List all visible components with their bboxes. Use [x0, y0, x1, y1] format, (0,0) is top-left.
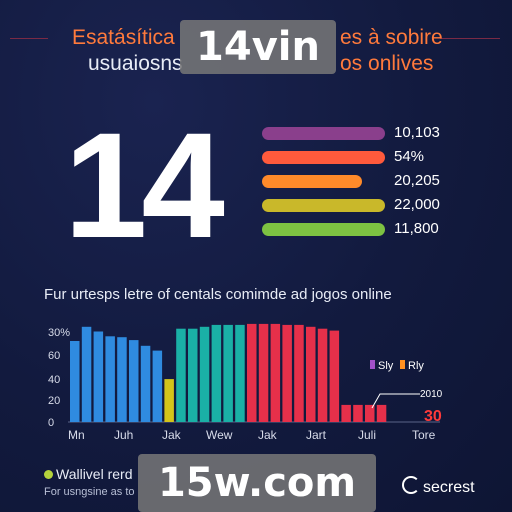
chart-bar: [140, 345, 151, 422]
legend-swatch: [370, 360, 375, 369]
y-tick-label: 20: [48, 395, 60, 407]
decorative-line: [440, 38, 500, 39]
chart-bar: [306, 326, 316, 422]
chart-bar: [188, 328, 198, 422]
x-tick-label: Juh: [114, 428, 133, 442]
chart-bar: [317, 328, 328, 422]
y-tick-label: 40: [48, 374, 60, 386]
chart-bar: [341, 404, 351, 422]
chart-bar: [211, 324, 222, 422]
bar-chart: 30% 60 40 20 0 Mn Juh Jak Wew Jak Jart Juli Tore Sly R…: [48, 323, 443, 442]
chart-bar: [176, 328, 186, 422]
brand-icon: [402, 476, 420, 494]
title-line2-left: usuaiosns: [88, 52, 183, 75]
chart-bar: [81, 326, 92, 422]
x-tick-label: Jak: [258, 428, 278, 442]
watermark-top: 14vin: [180, 20, 336, 74]
chart-bar: [329, 330, 340, 422]
chart-title: Fur urtesps letre of centals comimde ad …: [44, 286, 392, 303]
chart-bar: [117, 337, 127, 422]
x-tick-label: Mn: [68, 428, 85, 442]
annotation-value: 30: [424, 408, 442, 425]
legend-label: Rly: [408, 360, 424, 372]
stat-bar: [262, 127, 385, 140]
x-tick-label: Tore: [412, 428, 436, 442]
x-tick-label: Jart: [306, 428, 327, 442]
chart-bar: [70, 341, 80, 422]
annotation-line: [371, 393, 420, 409]
y-tick-label: 0: [48, 417, 54, 429]
chart-bar: [223, 324, 233, 422]
stat-value: 22,000: [394, 196, 440, 213]
chart-bar: [235, 324, 245, 422]
stat-value: 10,103: [394, 124, 440, 141]
chart-bar: [247, 323, 257, 422]
chart-bar: [93, 331, 104, 422]
y-tick-label: 60: [48, 350, 60, 362]
stat-value: 54%: [394, 148, 425, 165]
highlight-number: 14: [64, 101, 225, 269]
chart-bar: [353, 404, 363, 422]
brand-logo: secrest: [402, 476, 475, 497]
chart-bar: [294, 324, 304, 422]
stat-bar: [262, 223, 385, 236]
y-tick-label: 30%: [48, 327, 70, 339]
x-tick-label: Wew: [206, 428, 233, 442]
chart-bar: [152, 350, 163, 422]
chart-bar: [164, 379, 174, 422]
title-line1-right: es à sobire: [340, 26, 443, 49]
decorative-line: [10, 38, 48, 39]
chart-bar: [258, 323, 269, 422]
footer-subtext: For usngsine as to: [44, 486, 135, 498]
brand-name: secrest: [423, 479, 475, 496]
chart-bar: [129, 340, 139, 422]
footer-legend-dot: [44, 470, 53, 479]
chart-bar: [199, 326, 210, 422]
annotation-year: 2010: [420, 389, 443, 400]
stat-bar: [262, 199, 385, 212]
x-tick-label: Juli: [358, 428, 376, 442]
chart-bar: [365, 404, 375, 422]
chart-bar: [282, 324, 292, 422]
chart-bar: [376, 404, 387, 422]
footer-label: Wallivel rerd: [56, 466, 133, 482]
title-line1-left: Esatásítica: [72, 26, 175, 49]
title-line2-right: os onlives: [340, 52, 434, 75]
watermark-bottom: 15w.com: [138, 454, 376, 512]
stat-bar: [262, 151, 385, 164]
x-tick-label: Jak: [162, 428, 182, 442]
legend-swatch: [400, 360, 405, 369]
stat-value: 11,800: [394, 220, 439, 237]
stat-value: 20,205: [394, 172, 440, 189]
stat-bar: [262, 175, 362, 188]
chart-bar: [270, 323, 281, 422]
chart-bar: [105, 336, 115, 422]
legend-label: Sly: [378, 360, 394, 372]
